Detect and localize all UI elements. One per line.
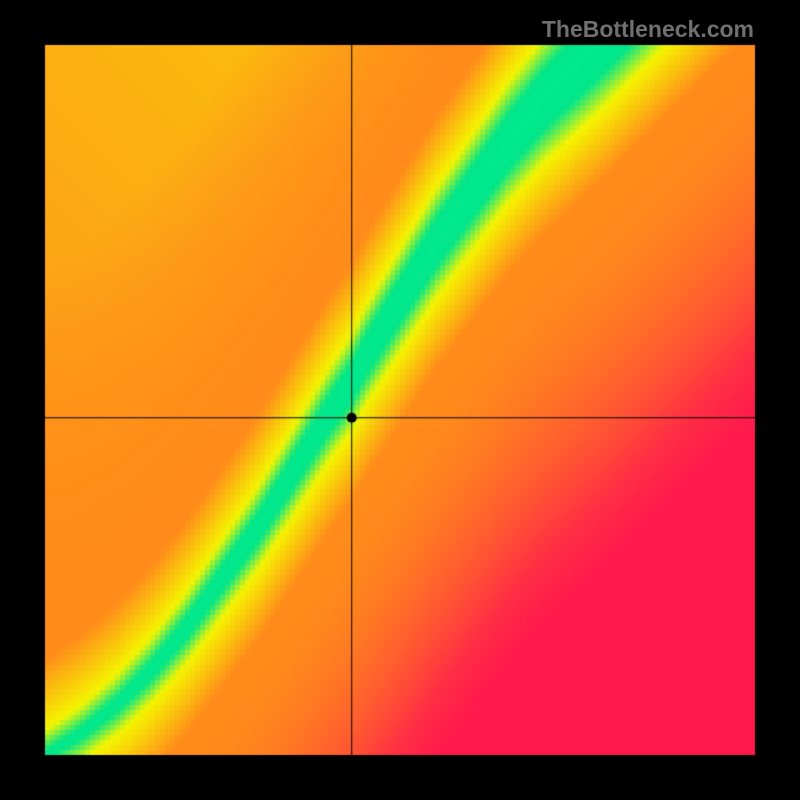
chart-container: TheBottleneck.com [0, 0, 800, 800]
watermark-text: TheBottleneck.com [542, 16, 754, 43]
bottleneck-heatmap [0, 0, 800, 800]
